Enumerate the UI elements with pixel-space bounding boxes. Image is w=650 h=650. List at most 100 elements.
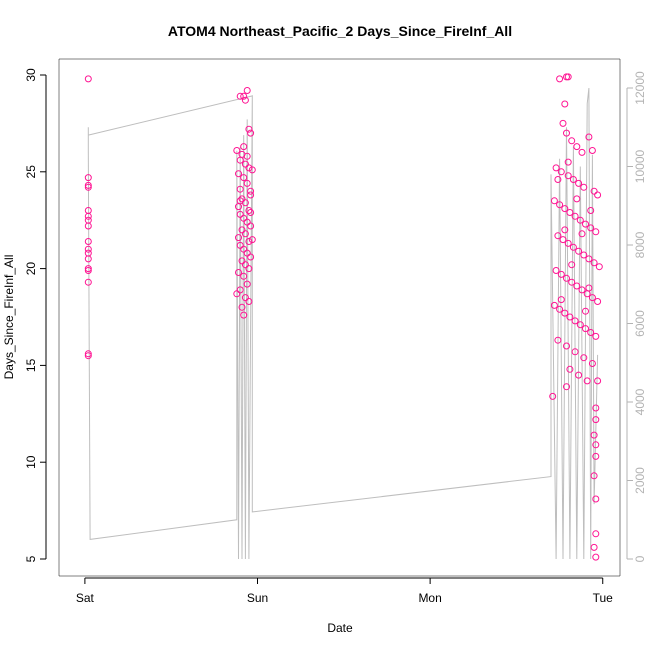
scatter-point [247,209,255,216]
scatter-point [594,191,602,199]
left-tick-label: 15 [24,358,38,372]
scatter-point [557,296,565,304]
scatter-point [243,179,251,187]
scatter-point [563,342,570,350]
scatter-point [595,263,603,271]
scatter-point [592,332,600,340]
scatter-point [566,209,574,216]
scatter-point [84,245,92,253]
scatter-point [84,267,92,274]
scatter-point [571,317,579,325]
scatter-point [573,282,581,290]
scatter-point [238,303,246,311]
scatter-point [243,249,251,257]
scatter-point [590,472,598,480]
scatter-point [576,321,584,329]
scatter-point [241,96,249,104]
scatter-point [561,309,569,317]
scatter-point [241,261,249,269]
scatter-point [240,92,248,100]
scatter-point [582,220,589,228]
scatter-point [550,301,558,309]
scatter-point [247,253,255,261]
x-axis-label: Date [327,621,353,635]
scatter-point [233,290,241,298]
scatter-point [578,230,586,238]
scatter-point [248,236,256,244]
scatter-point [243,218,251,226]
scatter-point [247,191,255,199]
right-axis: 0 2000 4000 6000 8000 10000 12000 [626,71,647,562]
scatter-point [236,241,244,249]
scatter-point [561,226,569,234]
scatter-point [566,365,574,373]
scatter-point [243,152,251,160]
scatter-point [236,185,244,193]
scatter-point [552,267,560,274]
scatter-point [235,170,242,178]
scatter-point [587,329,595,336]
scatter-point [559,119,567,127]
scatter-point [247,222,255,230]
scatter-point [592,416,600,424]
scatter-point [585,133,593,141]
x-tick-label: Sat [76,591,95,605]
scatter-point [588,147,596,154]
scatter-point [245,238,253,245]
scatter-point [240,272,248,280]
scatter-point [578,286,586,294]
scatter-point [590,431,598,439]
scatter-point [240,174,248,182]
scatter-point [594,377,602,385]
left-tick-label: 20 [24,262,38,276]
scatter-point [583,377,591,385]
scatter-point [576,216,584,224]
scatter-point [549,392,557,400]
scatter-point [566,313,574,321]
scatter-point [561,100,569,108]
scatter-point [563,129,570,137]
scatter-point [573,143,581,151]
x-tick-label: Mon [418,591,441,605]
scatter-point [84,255,92,263]
scatter-point [557,168,565,176]
scatter-point [84,222,92,230]
left-tick-label: 25 [24,165,38,179]
scatter-point [552,164,560,172]
scatter-point [84,174,92,182]
scatter-point [564,239,572,247]
x-axis: Sat Sun Mon Tue [76,577,614,605]
scatter-point [236,92,244,100]
scatter-point [238,226,246,234]
left-tick-label: 10 [24,455,38,469]
scatter-point [238,195,246,203]
scatter-point [585,284,593,292]
scatter-point [233,147,241,154]
scatter-point [84,352,92,360]
scatter-point [568,261,576,269]
scatter-point [235,234,242,242]
scatter-point [245,207,253,214]
scatter-point [561,205,569,213]
scatter-point [588,360,596,367]
scatter-point [575,247,583,255]
scatter-point [563,274,570,282]
scatter-point [236,286,244,294]
scatter-point [240,311,248,319]
x-tick-label: Sun [247,591,268,605]
scatter-point [84,265,92,273]
x-tick-label: Tue [593,591,614,605]
right-tick-label: 6000 [633,310,647,337]
scatter-point [587,224,595,232]
scatter-point [592,452,600,460]
scatter-point [84,350,92,358]
scatter-point [575,371,583,379]
scatter-point [564,172,572,180]
scatter-point [245,265,253,273]
scatter-point [240,143,248,151]
scatter-point [241,294,249,302]
scatter-point [241,230,249,238]
series-line [87,87,599,560]
scatter-point [587,207,595,214]
